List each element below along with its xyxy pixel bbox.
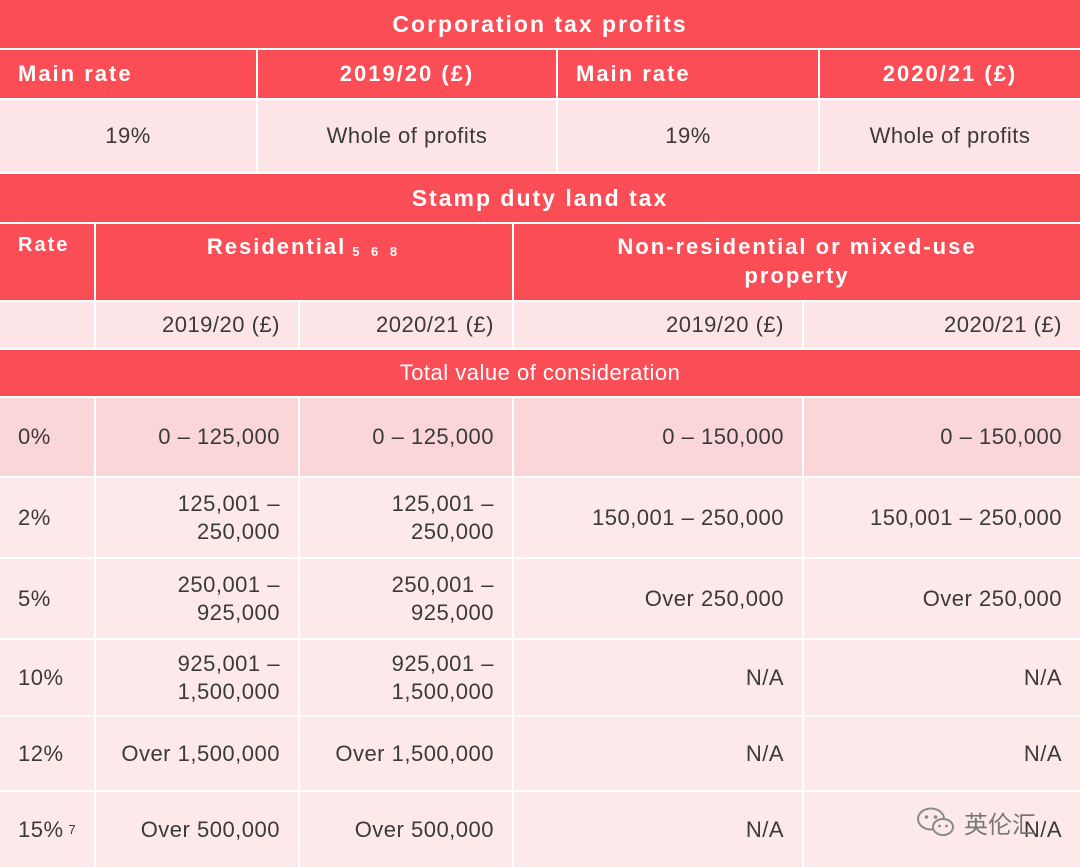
stamp-header-residential: Residential 5 6 8 <box>96 224 512 300</box>
year-row-blank <box>0 302 94 348</box>
rate-cell: 12% <box>0 717 94 790</box>
corp-header-year-2021: 2020/21 (£) <box>820 50 1080 98</box>
rate-cell: 15% 7 <box>0 792 94 867</box>
residential-footnotes: 5 6 8 <box>352 244 402 259</box>
corp-header-year-1920: 2019/20 (£) <box>258 50 556 98</box>
rate-cell: 0% <box>0 398 94 476</box>
rate-value: 10% <box>18 664 64 690</box>
res-1920-cell: Over 500,000 <box>96 792 298 867</box>
non-2021-cell: 0 – 150,000 <box>804 398 1080 476</box>
consideration-label: Total value of consideration <box>0 350 1080 396</box>
res-1920-cell: 125,001 – 250,000 <box>96 478 298 557</box>
rate-cell: 5% <box>0 559 94 638</box>
rate-value: 12% <box>18 740 64 766</box>
res-2021-cell: 125,001 – 250,000 <box>300 478 512 557</box>
year-res-1920: 2019/20 (£) <box>96 302 298 348</box>
watermark: 英伦汇 <box>916 804 1066 840</box>
res-2021-cell: 0 – 125,000 <box>300 398 512 476</box>
non-2021-cell: N/A <box>804 717 1080 790</box>
rate-value: 2% <box>18 504 51 530</box>
non-1920-cell: 150,001 – 250,000 <box>514 478 802 557</box>
stamp-header-rate: Rate <box>0 224 94 300</box>
watermark-text: 英伦汇 <box>964 811 1036 839</box>
res-1920-cell: Over 1,500,000 <box>96 717 298 790</box>
res-2021-cell: 250,001 – 925,000 <box>300 559 512 638</box>
rate-value: 5% <box>18 585 51 611</box>
corp-cell-rate-2021: 19% <box>558 100 818 172</box>
rate-cell: 10% <box>0 640 94 715</box>
res-1920-cell: 250,001 – 925,000 <box>96 559 298 638</box>
non-2021-cell: N/A <box>804 640 1080 715</box>
corp-cell-profits-1920: Whole of profits <box>258 100 556 172</box>
wechat-icon <box>917 807 954 836</box>
non-1920-cell: 0 – 150,000 <box>514 398 802 476</box>
res-2021-cell: Over 500,000 <box>300 792 512 867</box>
rate-value: 0% <box>18 424 51 449</box>
residential-label: Residential <box>206 234 347 259</box>
corp-cell-profits-2021: Whole of profits <box>820 100 1080 172</box>
non-2021-cell: Over 250,000 <box>804 559 1080 638</box>
corp-header-main-rate-1: Main rate <box>0 50 256 98</box>
rate-value: 15% <box>18 816 64 842</box>
stamp-header-nonresidential: Non-residential or mixed-use property <box>514 224 1080 300</box>
corp-cell-rate-1920: 19% <box>0 100 256 172</box>
year-non-1920: 2019/20 (£) <box>514 302 802 348</box>
res-1920-cell: 925,001 – 1,500,000 <box>96 640 298 715</box>
rate-cell: 2% <box>0 478 94 557</box>
non-2021-cell: 150,001 – 250,000 <box>804 478 1080 557</box>
res-1920-cell: 0 – 125,000 <box>96 398 298 476</box>
non-1920-cell: Over 250,000 <box>514 559 802 638</box>
non-1920-cell: N/A <box>514 792 802 867</box>
res-2021-cell: 925,001 – 1,500,000 <box>300 640 512 715</box>
non-1920-cell: N/A <box>514 717 802 790</box>
stamp-title: Stamp duty land tax <box>0 174 1080 222</box>
year-non-2021: 2020/21 (£) <box>804 302 1080 348</box>
corp-header-main-rate-2: Main rate <box>558 50 818 98</box>
res-2021-cell: Over 1,500,000 <box>300 717 512 790</box>
corporation-title: Corporation tax profits <box>0 0 1080 48</box>
rate-footnote: 7 <box>68 822 76 837</box>
year-res-2021: 2020/21 (£) <box>300 302 512 348</box>
non-1920-cell: N/A <box>514 640 802 715</box>
